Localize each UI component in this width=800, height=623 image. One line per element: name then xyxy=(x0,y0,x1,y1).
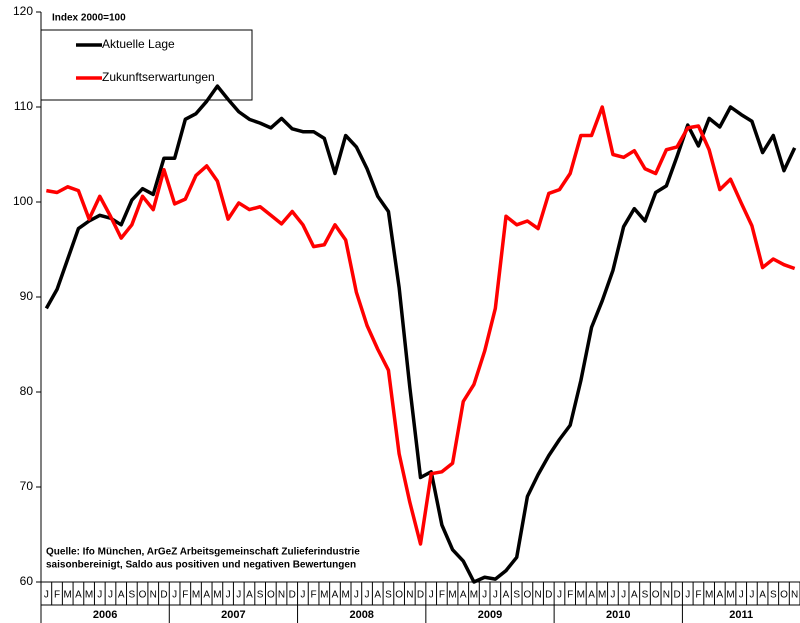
legend-label: Zukunftserwartungen xyxy=(102,70,215,84)
x-tick-label: N xyxy=(150,590,157,601)
x-tick-label: M xyxy=(192,590,200,601)
year-label: 2006 xyxy=(93,609,117,621)
x-tick-label: O xyxy=(395,590,403,601)
series-line xyxy=(46,105,796,546)
x-tick-label: M xyxy=(213,590,221,601)
x-tick-label: O xyxy=(267,590,275,601)
x-tick-label: D xyxy=(160,590,167,601)
x-tick-label: N xyxy=(791,590,798,601)
x-tick-label: J xyxy=(685,590,690,601)
x-tick-label: F xyxy=(695,590,701,601)
x-tick-label: A xyxy=(118,590,125,601)
year-label: 2007 xyxy=(221,609,245,621)
x-tick-label: M xyxy=(64,590,72,601)
x-tick-label: D xyxy=(289,590,296,601)
x-tick-label: J xyxy=(365,590,370,601)
x-tick-label: J xyxy=(108,590,113,601)
x-tick-label: N xyxy=(406,590,413,601)
x-tick-label: O xyxy=(780,590,788,601)
legend-label: Aktuelle Lage xyxy=(102,37,175,51)
x-tick-label: J xyxy=(97,590,102,601)
x-tick-label: F xyxy=(182,590,188,601)
year-label: 2010 xyxy=(606,609,630,621)
x-tick-label: J xyxy=(300,590,305,601)
x-tick-label: A xyxy=(588,590,595,601)
x-tick-label: A xyxy=(332,590,339,601)
year-label: 2009 xyxy=(478,609,502,621)
x-tick-label: S xyxy=(513,590,520,601)
year-label: 2008 xyxy=(349,609,373,621)
y-tick-label: 100 xyxy=(13,194,33,208)
x-tick-label: S xyxy=(385,590,392,601)
x-tick-label: S xyxy=(642,590,649,601)
x-tick-label: S xyxy=(129,590,136,601)
x-tick-label: M xyxy=(85,590,93,601)
x-tick-label: D xyxy=(673,590,680,601)
x-tick-label: J xyxy=(621,590,626,601)
x-tick-label: A xyxy=(203,590,210,601)
x-tick-label: J xyxy=(749,590,754,601)
y-tick-label: 80 xyxy=(20,384,34,398)
x-tick-label: A xyxy=(716,590,723,601)
x-tick-label: F xyxy=(567,590,573,601)
x-tick-label: J xyxy=(44,590,49,601)
year-label: 2011 xyxy=(729,609,753,621)
x-tick-label: O xyxy=(524,590,532,601)
note: saisonbereinigt, Saldo aus positiven und… xyxy=(46,560,356,571)
y-tick-label: 120 xyxy=(13,4,33,18)
x-tick-label: J xyxy=(482,590,487,601)
x-tick-label: N xyxy=(534,590,541,601)
x-tick-label: J xyxy=(236,590,241,601)
x-tick-label: J xyxy=(226,590,231,601)
x-tick-label: M xyxy=(470,590,478,601)
x-tick-label: M xyxy=(448,590,456,601)
x-tick-label: F xyxy=(439,590,445,601)
x-tick-label: M xyxy=(577,590,585,601)
x-tick-label: J xyxy=(354,590,359,601)
x-tick-label: N xyxy=(663,590,670,601)
annotation: Index 2000=100 xyxy=(52,13,126,24)
x-tick-label: J xyxy=(739,590,744,601)
x-tick-label: D xyxy=(545,590,552,601)
series-line xyxy=(44,84,797,584)
x-tick-label: A xyxy=(503,590,510,601)
x-tick-label: M xyxy=(726,590,734,601)
x-tick-label: O xyxy=(652,590,660,601)
x-tick-label: F xyxy=(54,590,60,601)
x-tick-label: J xyxy=(172,590,177,601)
x-tick-label: D xyxy=(417,590,424,601)
y-tick-label: 60 xyxy=(20,574,34,588)
x-tick-label: A xyxy=(759,590,766,601)
y-tick-label: 90 xyxy=(20,289,34,303)
x-tick-label: N xyxy=(278,590,285,601)
y-tick-label: 70 xyxy=(20,479,34,493)
x-tick-label: A xyxy=(460,590,467,601)
x-tick-label: J xyxy=(429,590,434,601)
x-tick-label: M xyxy=(705,590,713,601)
note: Quelle: Ifo München, ArGeZ Arbeitsgemein… xyxy=(46,547,360,558)
x-tick-label: J xyxy=(557,590,562,601)
x-tick-label: J xyxy=(493,590,498,601)
x-tick-label: M xyxy=(598,590,606,601)
x-tick-label: F xyxy=(311,590,317,601)
y-tick-label: 110 xyxy=(14,99,33,113)
x-tick-label: M xyxy=(341,590,349,601)
x-tick-label: A xyxy=(75,590,82,601)
x-tick-label: A xyxy=(374,590,381,601)
x-tick-label: A xyxy=(246,590,253,601)
x-tick-label: S xyxy=(257,590,264,601)
x-tick-label: O xyxy=(139,590,147,601)
x-tick-label: M xyxy=(320,590,328,601)
x-tick-label: J xyxy=(610,590,615,601)
x-tick-label: S xyxy=(770,590,777,601)
x-tick-label: A xyxy=(631,590,638,601)
